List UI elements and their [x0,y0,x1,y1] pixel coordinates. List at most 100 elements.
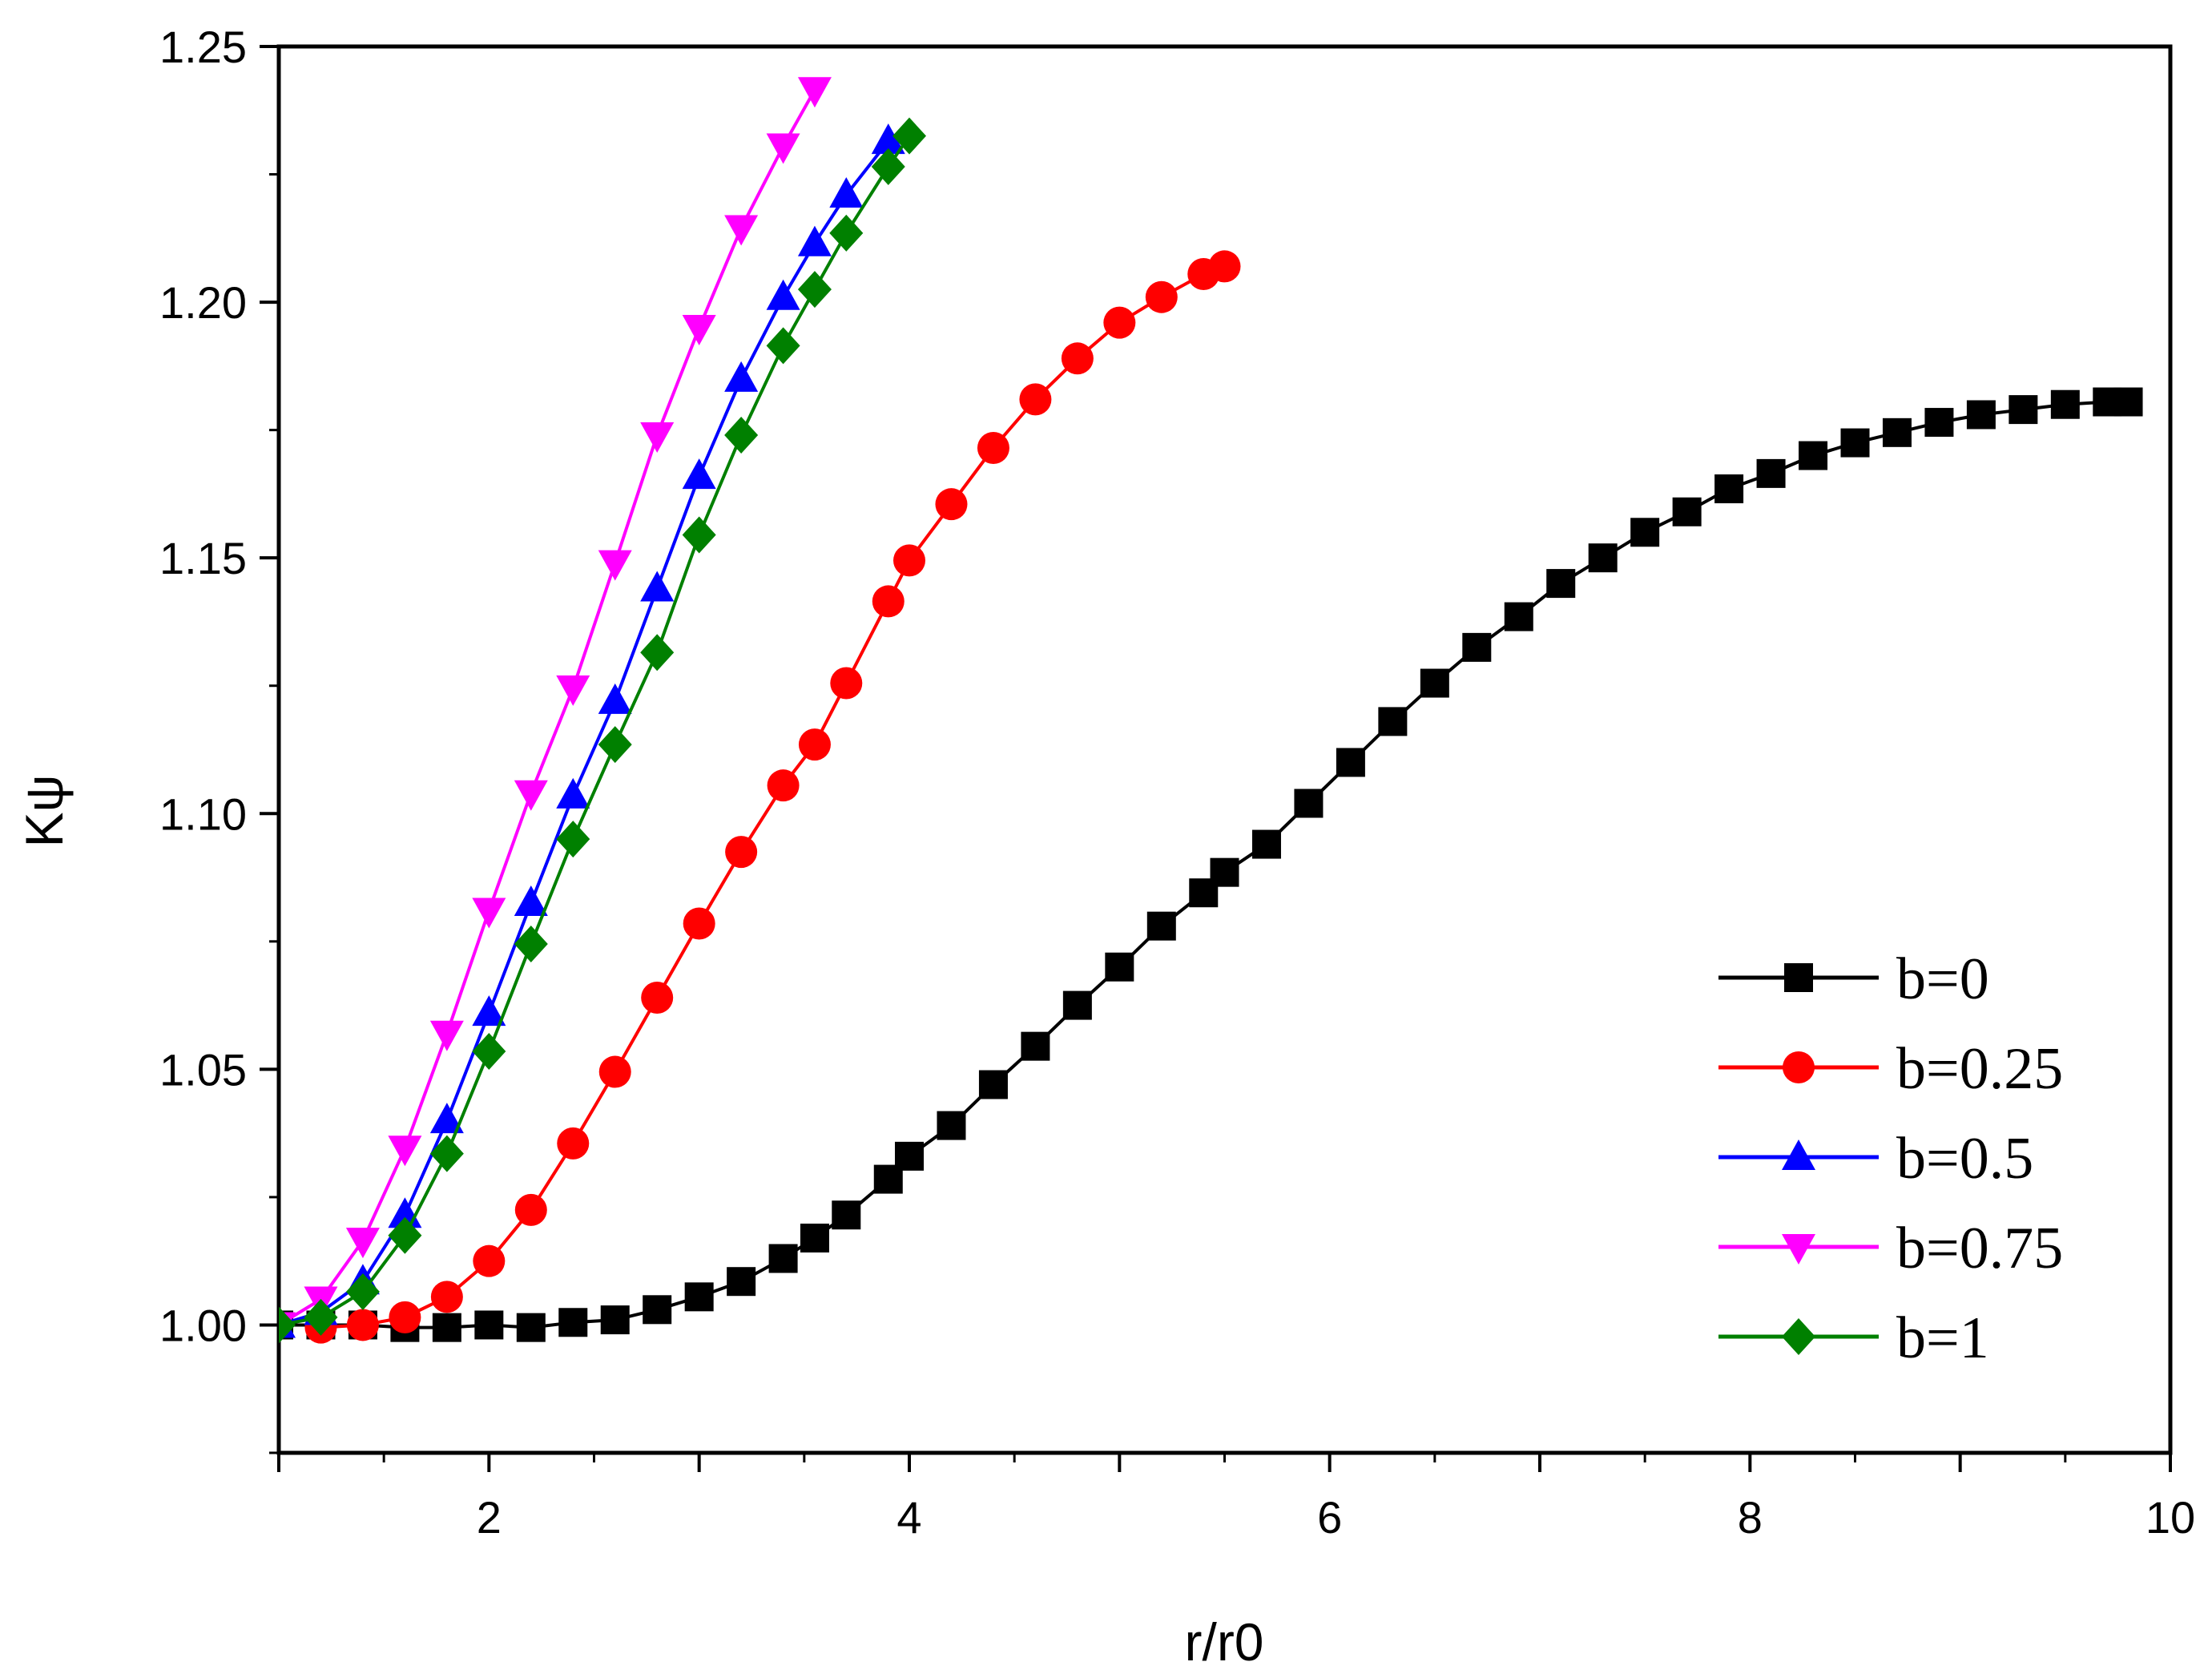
data-point [682,516,716,554]
legend-marker [1783,1051,1815,1083]
y-tick-label: 1.25 [159,22,247,72]
series-b=1 [279,117,926,1344]
data-point [598,550,632,581]
legend-label: b=0 [1896,946,1989,1012]
data-point [766,327,800,365]
x-tick-label: 2 [477,1492,502,1543]
data-point [935,488,968,521]
data-point [724,361,759,392]
y-tick-label: 1.05 [159,1044,247,1095]
data-point [2113,387,2143,417]
data-point [1336,748,1365,777]
data-point [1672,497,1702,526]
data-point [1462,632,1492,662]
data-point [892,117,926,155]
data-point [797,225,832,256]
data-point [472,898,506,929]
data-point [724,215,759,246]
data-point [1882,417,1912,447]
data-point [832,1200,861,1230]
legend-marker [1784,963,1813,992]
data-point [830,667,863,700]
y-tick-label: 1.20 [159,277,247,328]
data-point [429,1135,464,1172]
data-point [798,728,831,761]
data-point [643,1295,672,1325]
x-tick-label: 4 [896,1492,921,1543]
data-point [766,133,800,164]
data-point [1062,990,1092,1020]
data-point [872,585,905,618]
data-point [598,683,632,714]
legend-marker [1782,1318,1815,1355]
series-b=0.25 [304,250,1241,1344]
data-point [1019,383,1052,416]
data-point [1799,441,1828,470]
data-point [514,926,548,963]
data-point [556,821,590,858]
data-point [640,634,675,672]
data-point [389,1301,421,1333]
data-point [473,1244,506,1277]
data-point [514,780,548,811]
data-point [683,907,715,940]
data-point [474,1310,504,1340]
legend-label: b=0.25 [1896,1036,2063,1102]
legend-label: b=1 [1896,1305,1989,1371]
data-point [1714,474,1744,504]
data-point [279,1306,296,1344]
data-point [429,1020,464,1051]
data-point [2009,395,2038,425]
data-point [684,1282,714,1312]
data-point [472,995,506,1027]
legend-label: b=0.75 [1896,1216,2063,1281]
series-b=0.75 [279,77,832,1343]
data-point [1208,250,1241,283]
data-point [1103,306,1136,339]
data-point [556,777,590,809]
data-point [640,571,675,602]
y-tick-label: 1.10 [159,789,247,839]
data-point [514,1193,547,1226]
series-line [279,139,890,1327]
x-tick-label: 10 [2146,1492,2195,1543]
data-point [600,1305,630,1335]
data-point [1420,668,1449,698]
data-point [472,1033,506,1071]
data-point [640,422,675,454]
data-point [682,458,716,490]
data-point [978,1070,1008,1099]
data-point [1146,911,1176,941]
data-point [1021,1031,1050,1061]
data-point [598,726,632,764]
y-tick-label: 1.15 [159,533,247,583]
data-point [797,77,832,108]
data-point [514,885,548,916]
y-tick-label: 1.00 [159,1300,247,1350]
data-point [829,214,864,252]
data-point [1504,602,1533,631]
data-point [766,279,800,310]
data-point [1840,428,1870,458]
data-point [871,147,905,185]
data-point [768,1244,798,1273]
x-axis-title: r/r0 [1185,1612,1264,1672]
data-point [1630,518,1660,547]
data-point [1966,400,1996,430]
y-axis-title: Kψ [14,774,74,847]
data-point [430,1281,463,1313]
data-point [345,1273,380,1310]
data-point [432,1313,461,1342]
data-point [895,1141,924,1171]
data-point [767,769,800,802]
data-point [727,1267,756,1297]
data-point [2050,389,2080,419]
data-point [1061,342,1094,375]
data-point [388,1216,422,1254]
data-point [598,1055,631,1088]
data-point [388,1135,422,1167]
data-point [800,1223,829,1252]
legend-marker [1782,1234,1815,1265]
data-point [1210,857,1239,887]
data-point [893,544,925,577]
